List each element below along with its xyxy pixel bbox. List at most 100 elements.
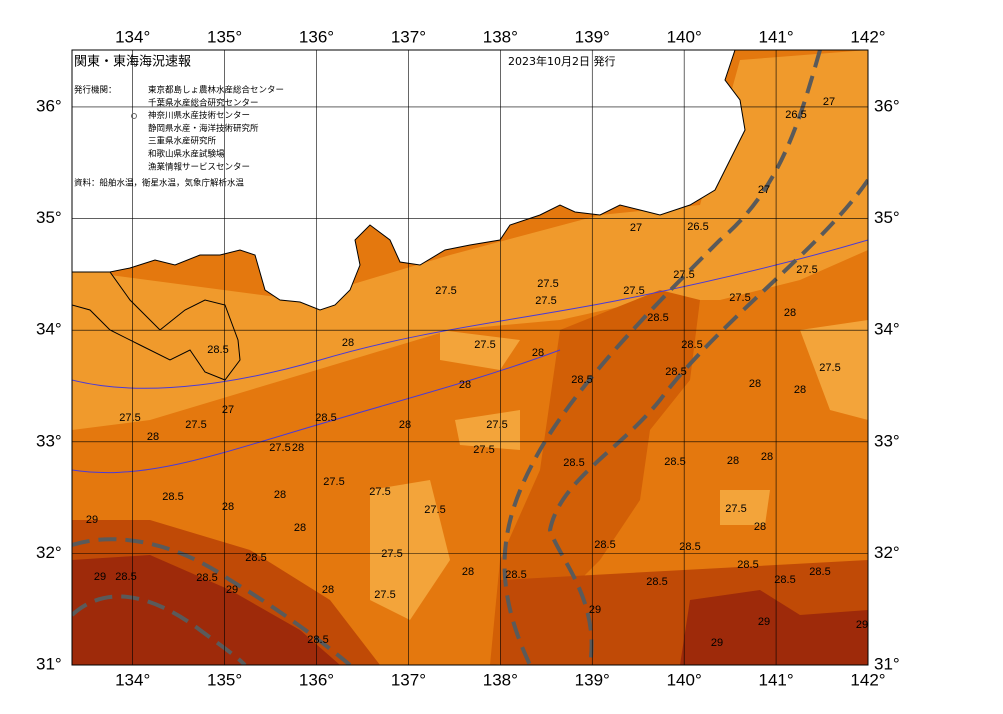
lon-label-top: 140° (667, 27, 702, 46)
contour-label: 27 (758, 184, 770, 196)
contour-label: 29 (711, 637, 723, 649)
contour-label: 27.5 (369, 486, 390, 498)
map-title: 関東・東海海況速報 (74, 54, 191, 70)
contour-label: 29 (856, 619, 868, 631)
contour-label: 28 (399, 419, 411, 431)
contour-label: 28.5 (809, 566, 830, 578)
contour-label: 27.5 (537, 278, 558, 290)
lon-label-bottom: 136° (299, 670, 334, 689)
issuer: 漁業情報サービスセンター (148, 161, 250, 172)
contour-label: 27.5 (323, 476, 344, 488)
contour-label: 28 (462, 566, 474, 578)
contour-label: 28.5 (681, 339, 702, 351)
lon-label-top: 135° (207, 27, 242, 46)
contour-label: 26.5 (785, 109, 806, 121)
warmest-zone (72, 555, 868, 665)
contour-label: 27.5 (473, 444, 494, 456)
warm-coastal-zone (72, 50, 868, 430)
contour-label: 28 (727, 455, 739, 467)
contour-label: 28 (754, 521, 766, 533)
lat-label-left: 34° (36, 320, 62, 339)
lon-label-top: 134° (115, 27, 150, 46)
contour-label: 27.5 (796, 264, 817, 276)
contour-label: 28.5 (647, 312, 668, 324)
lat-label-right: 35° (874, 208, 900, 227)
issuer-label: 発行機関： (74, 85, 117, 96)
contour-label: 28 (459, 379, 471, 391)
lat-label-left: 31° (36, 654, 62, 673)
contour-label: 29 (226, 584, 238, 596)
contour-label: 28 (294, 522, 306, 534)
contour-label: 28.5 (207, 344, 228, 356)
contour-label: 28.5 (307, 634, 328, 646)
issuer: 和歌山県水産試験場 (148, 149, 225, 160)
kuroshio-axis (72, 594, 247, 665)
contour-label: 28.5 (245, 552, 266, 564)
lon-label-top: 138° (483, 27, 518, 46)
contour-label: 28 (794, 384, 806, 396)
lon-label-bottom: 134° (115, 670, 150, 689)
contour-label: 28 (322, 584, 334, 596)
contour-label: 27.5 (381, 548, 402, 560)
lon-label-bottom: 135° (207, 670, 242, 689)
contour-label: 27.5 (729, 292, 750, 304)
lon-label-top: 139° (575, 27, 610, 46)
lon-label-bottom: 138° (483, 670, 518, 689)
lat-label-left: 36° (36, 96, 62, 115)
contour-label: 27.5 (424, 504, 445, 516)
contour-label: 28.5 (594, 539, 615, 551)
contour-label: 27 (823, 96, 835, 108)
contour-label: 28 (532, 347, 544, 359)
contour-label: 29 (589, 604, 601, 616)
issue-date: 2023年10月2日 発行 (508, 54, 616, 68)
lon-label-top: 137° (391, 27, 426, 46)
lat-label-right: 36° (874, 96, 900, 115)
lon-label-top: 141° (758, 27, 793, 46)
issuer: 東京都島しょ農林水産総合センター (148, 85, 284, 96)
data-source: 資料：船舶水温，衛星水温，気象庁解析水温 (74, 178, 245, 189)
contour-label: 27.5 (486, 419, 507, 431)
contour-label: 28 (761, 451, 773, 463)
contour-label: 27.5 (673, 269, 694, 281)
contour-label: 28 (292, 442, 304, 454)
issuer: 静岡県水産・海洋技術研究所 (148, 123, 259, 134)
issuer: 神奈川県水産技術センター (148, 110, 250, 121)
contour-label: 29 (758, 616, 770, 628)
contour-label: 27.5 (535, 295, 556, 307)
contour-label: 27.5 (119, 412, 140, 424)
contour-line (72, 239, 868, 389)
lon-label-top: 136° (299, 27, 334, 46)
contour-label: 28.5 (665, 366, 686, 378)
contour-label: 27.5 (185, 419, 206, 431)
kuroshio-axis (72, 537, 352, 665)
contour-label: 27.5 (374, 589, 395, 601)
contour-label: 28 (222, 501, 234, 513)
lat-label-left: 32° (36, 543, 62, 562)
coastal-sea (72, 271, 241, 381)
contour-label: 28.5 (196, 572, 217, 584)
lat-label-right: 34° (874, 320, 900, 339)
lon-label-bottom: 141° (758, 670, 793, 689)
contour-label: 28.5 (679, 541, 700, 553)
issuer: 千葉県水産総合研究センター (148, 97, 259, 108)
lon-label-bottom: 137° (391, 670, 426, 689)
contour-labels: 26.5 27 27 27 26.5 27.5 27.5 27.5 27.5 27.5 27.5 27… (86, 96, 868, 649)
lon-label-top: 142° (850, 27, 885, 46)
contour-label: 27.5 (623, 285, 644, 297)
contour-label: 28 (274, 489, 286, 501)
issuer: 三重県水産研究所 (148, 136, 217, 147)
lat-label-left: 35° (36, 208, 62, 227)
lon-label-bottom: 142° (850, 670, 885, 689)
kuroshio-axis (547, 178, 868, 665)
contour-label: 26.5 (687, 221, 708, 233)
contour-label: 28.5 (505, 569, 526, 581)
contour-label: 28.5 (774, 574, 795, 586)
contour-label: 27.5 (819, 362, 840, 374)
contour-label: 28.5 (563, 457, 584, 469)
lat-label-left: 33° (36, 431, 62, 450)
contour-label: 28.5 (162, 491, 183, 503)
contour-label: 27.5 (269, 442, 290, 454)
contour-label: 27 (222, 404, 234, 416)
contour-label: 28.5 (115, 571, 136, 583)
